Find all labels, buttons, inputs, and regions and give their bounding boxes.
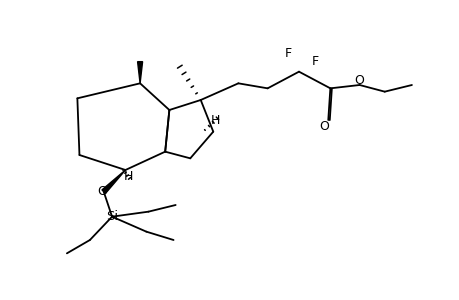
- Text: F: F: [285, 47, 291, 60]
- Text: O: O: [354, 74, 364, 86]
- Text: F: F: [312, 55, 319, 68]
- Text: H: H: [210, 113, 219, 127]
- Text: O: O: [319, 119, 329, 133]
- Text: H: H: [124, 170, 133, 183]
- Text: Si: Si: [106, 210, 118, 223]
- Polygon shape: [137, 62, 142, 83]
- Text: O: O: [96, 185, 106, 198]
- Polygon shape: [102, 170, 125, 194]
